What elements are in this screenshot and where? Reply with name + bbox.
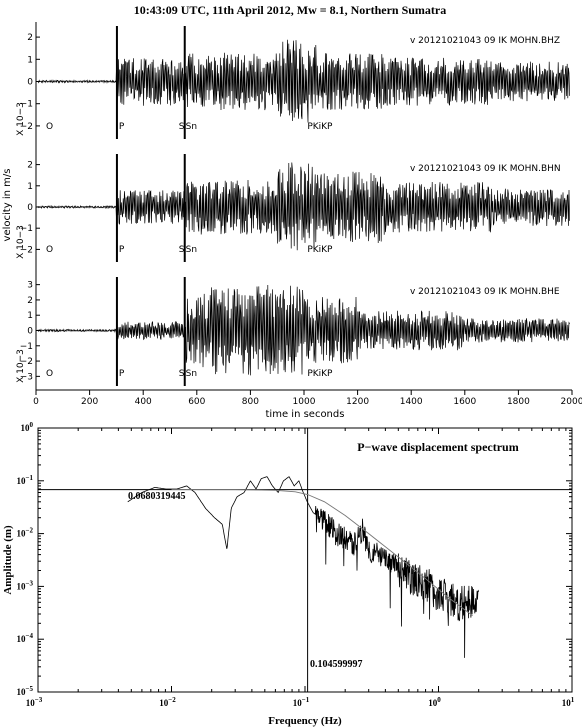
seismogram-y-tick-label: −3 [20, 372, 33, 382]
figure-title: 10:43:09 UTC, 11th April 2012, Mw = 8.1,… [134, 3, 447, 17]
seismogram-x-tick-label: 600 [188, 397, 205, 407]
spectrum-y-tick-label: 10−2 [17, 527, 34, 539]
spectrum-x-tick-label: 10−3 [26, 696, 43, 708]
spectrum-fit-curve [171, 489, 473, 616]
phase-marker-label: O [46, 245, 53, 255]
spectrum-x-tick-label: 100 [428, 696, 441, 708]
seismogram-x-tick-label: 1600 [453, 397, 476, 407]
seismogram-scale-label: X 10−3 [16, 349, 26, 383]
seismogram-channel: 2 1 0 −1 −2X 10−3 v 20121021043 09 IK MOHN.BH… [16, 26, 570, 139]
seismogram-channel-label: v 20121021043 09 IK MOHN.BHN [410, 164, 561, 174]
seismogram-x-tick-label: 400 [135, 397, 152, 407]
seismogram-x-tick-label: 1800 [507, 397, 530, 407]
spectrum-y-label: Amplitude (m) [2, 525, 14, 595]
phase-marker-label: Sn [186, 369, 197, 379]
seismogram-y-tick-label: 2 [27, 296, 33, 306]
phase-marker-label: O [46, 369, 53, 379]
phase-marker-label: P [119, 122, 125, 132]
seismogram-y-tick-label: −2 [20, 357, 33, 367]
plateau-value-label: 0.0680319445 [128, 491, 186, 502]
seismogram-y-label: velocity in m/s [2, 169, 13, 242]
spectrum-ticks: 10−3 10−2 10−1 100 101 100 10−1 10−2 10−3 10−4 10−… [17, 421, 575, 708]
seismogram-x-tick-label: 1200 [346, 397, 369, 407]
seismogram-panel: 0 200 400 600 800 1000 1200 1400 1600 1800 2000 ti… [2, 22, 582, 420]
seismogram-y-tick-label: 1 [27, 55, 33, 65]
spectrum-x-label: Frequency (Hz) [268, 715, 342, 727]
seismogram-y-tick-label: 2 [27, 33, 33, 43]
phase-marker-label: PKiKP [307, 122, 333, 132]
seismogram-channel: 2 1 0 −1 −2X 10−3 v 20121021043 09 IK MOHN.BH… [16, 154, 570, 262]
seismogram-x-tick-label: 2000 [561, 397, 582, 407]
seismogram-scale-label: X 10−3 [16, 225, 26, 259]
seismogram-x-label: time in seconds [266, 409, 345, 420]
seismogram-x-tick-label: 800 [242, 397, 259, 407]
seismogram-y-tick-label: 1 [27, 311, 33, 321]
seismogram-x-tick-label: 1000 [293, 397, 316, 407]
spectrum-curve [127, 476, 480, 658]
seismogram-y-tick-label: 0 [27, 78, 33, 88]
phase-marker-label: S [179, 245, 185, 255]
phase-marker-label: S [179, 369, 185, 379]
seismogram-channel: 3 2 1 0 −1 −2 −3X 10−3 v 20121021043 09 IK MOHN… [16, 277, 570, 386]
spectrum-frame [37, 427, 573, 693]
phase-marker-label: P [119, 369, 125, 379]
spectrum-title: P−wave displacement spectrum [357, 440, 518, 454]
seismogram-trace [37, 39, 570, 123]
corner-frequency-label: 0.104599997 [310, 659, 363, 670]
spectrum-x-tick-label: 10−2 [159, 696, 176, 708]
spectrum-x-tick-label: 10−1 [293, 696, 310, 708]
spectrum-y-tick-label: 100 [21, 421, 34, 433]
seismogram-y-tick-label: 0 [27, 203, 33, 213]
seismogram-trace [37, 284, 570, 376]
seismogram-y-tick-label: 1 [27, 182, 33, 192]
seismogram-x-tick-label: 200 [81, 397, 98, 407]
seismogram-y-tick-label: −2 [20, 245, 33, 255]
seismogram-channels: 210−1−2X 10−3v 20121021043 09 IK MOHN.BH… [16, 26, 570, 386]
spectrum-y-tick-label: 10−5 [17, 685, 34, 697]
seismogram-y-tick-label: −2 [20, 122, 33, 132]
seismogram-x-tick-label: 1400 [400, 397, 423, 407]
seismogram-x-ticks: 0 200 400 600 800 1000 1200 1400 1600 1800 2000 [33, 390, 582, 407]
spectrum-y-tick-label: 10−4 [17, 632, 34, 644]
seismogram-channel-label: v 20121021043 09 IK MOHN.BHE [410, 287, 560, 297]
seismogram-y-tick-label: 3 [27, 281, 33, 291]
phase-marker-label: PKiKP [307, 245, 333, 255]
seismogram-y-tick-label: −1 [20, 342, 33, 352]
spectrum-data [38, 428, 572, 692]
spectrum-x-tick-label: 101 [562, 696, 575, 708]
seismogram-x-tick-label: 0 [33, 397, 39, 407]
seismogram-y-tick-label: 2 [27, 161, 33, 171]
seismogram-channel-label: v 20121021043 09 IK MOHN.BHZ [410, 36, 560, 46]
phase-marker-label: Sn [186, 122, 197, 132]
seismogram-scale-label: X 10−3 [16, 102, 26, 136]
spectrum-y-tick-label: 10−3 [17, 579, 34, 591]
phase-marker-label: S [179, 122, 185, 132]
seismogram-y-tick-label: −1 [20, 224, 33, 234]
seismogram-y-tick-label: −1 [20, 100, 33, 110]
seismogram-y-tick-label: 0 [27, 327, 33, 337]
phase-marker-label: O [46, 122, 53, 132]
phase-marker-label: P [119, 245, 125, 255]
spectrum-panel: 10−3 10−2 10−1 100 101 100 10−1 10−2 10−3 10−4 10−… [2, 421, 575, 727]
phase-marker-label: Sn [186, 245, 197, 255]
phase-marker-label: PKiKP [307, 369, 333, 379]
spectrum-y-tick-label: 10−1 [17, 474, 34, 486]
seismogram-trace [37, 162, 570, 251]
